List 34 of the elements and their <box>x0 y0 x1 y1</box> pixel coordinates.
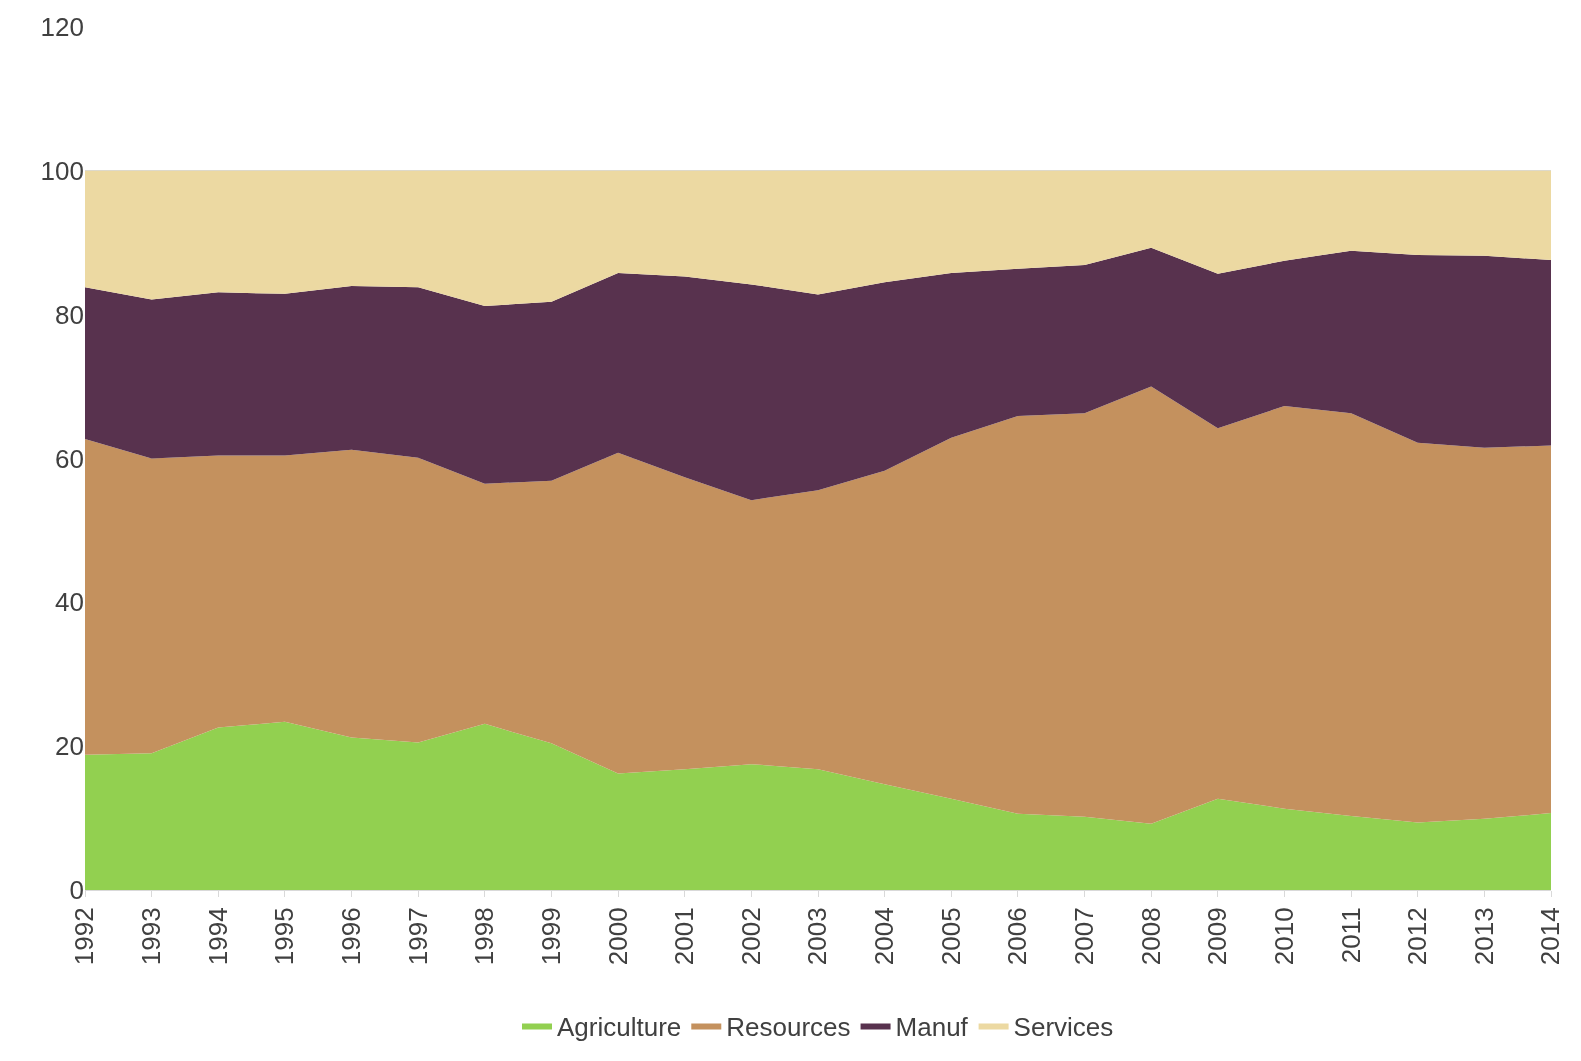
y-tick-label: 80 <box>55 299 84 330</box>
y-tick-label: 20 <box>55 731 84 762</box>
x-tick-label: 2007 <box>1069 907 1099 966</box>
x-tick-label: 1997 <box>402 907 433 966</box>
legend-label: Resources <box>726 1011 851 1042</box>
x-tick-label: 1995 <box>269 907 300 966</box>
legend-label: Agriculture <box>557 1011 682 1042</box>
x-tick-label: 2011 <box>1335 907 1366 964</box>
x-tick-label: 2002 <box>735 907 766 966</box>
y-tick-label: 60 <box>55 443 84 474</box>
x-tick-label: 2000 <box>602 907 633 966</box>
x-tick-label: 2006 <box>1002 907 1033 966</box>
x-tick-label: 2014 <box>1535 907 1566 966</box>
x-tick-label: 1993 <box>136 907 167 966</box>
x-tick-label: 1996 <box>336 907 366 966</box>
y-tick-label: 40 <box>55 587 84 618</box>
legend-label: Manuf <box>895 1011 969 1042</box>
x-tick-label: 2009 <box>1202 907 1233 966</box>
x-tick-label: 2012 <box>1402 907 1433 966</box>
x-tick-label: 2001 <box>669 907 700 966</box>
x-tick-label: 2010 <box>1268 907 1299 966</box>
y-tick-label: 0 <box>69 875 84 906</box>
x-tick-label: 2004 <box>869 907 900 966</box>
x-tick-label: 1999 <box>535 907 566 966</box>
x-tick-label: 1998 <box>469 907 500 966</box>
x-tick-label: 1994 <box>202 907 233 966</box>
x-tick-label: 2013 <box>1468 907 1499 966</box>
x-tick-label: 2005 <box>935 907 966 966</box>
legend-label: Services <box>1013 1011 1114 1042</box>
x-tick-label: 2008 <box>1135 907 1166 966</box>
x-tick-label: 1992 <box>69 907 100 966</box>
x-tick-label: 2003 <box>802 907 833 966</box>
y-tick-label: 120 <box>40 12 84 43</box>
y-tick-label: 100 <box>40 155 84 186</box>
